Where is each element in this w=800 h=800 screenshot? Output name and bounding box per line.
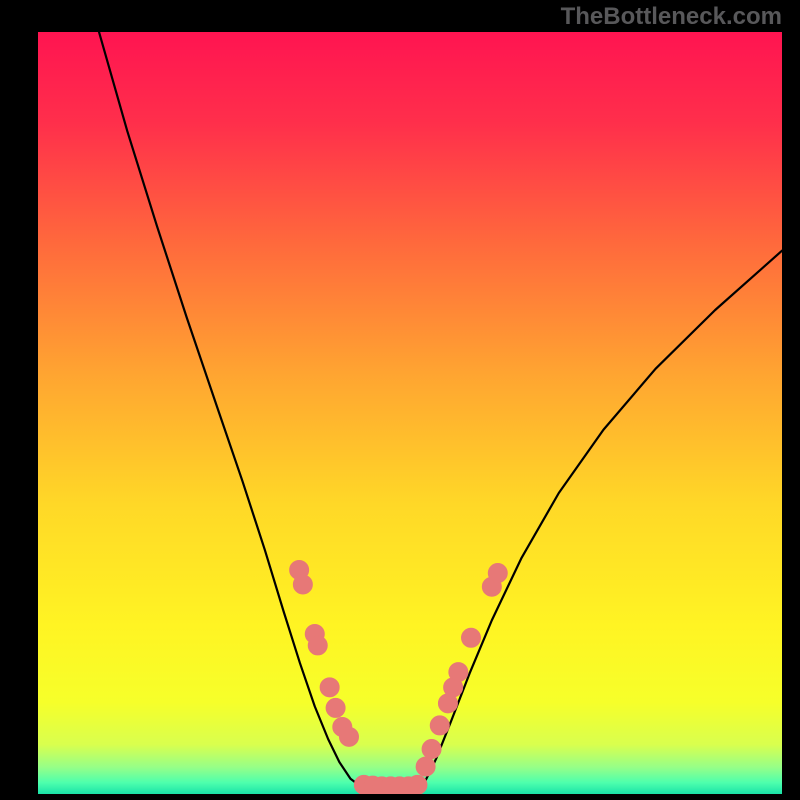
chart-stage: TheBottleneck.com [0,0,800,800]
curve-marker [408,775,427,794]
curve-marker [339,727,358,746]
curve-marker [416,757,435,776]
watermark-text: TheBottleneck.com [561,3,782,31]
curve-marker [308,636,327,655]
curve-marker [430,716,449,735]
gradient-background [38,32,782,794]
curve-marker [449,663,468,682]
curve-marker [488,564,507,583]
curve-marker [293,575,312,594]
curve-marker [320,678,339,697]
curve-marker [326,698,345,717]
curve-marker [462,628,481,647]
plot-svg [38,32,782,794]
curve-marker [422,740,441,759]
plot-area [38,32,782,794]
